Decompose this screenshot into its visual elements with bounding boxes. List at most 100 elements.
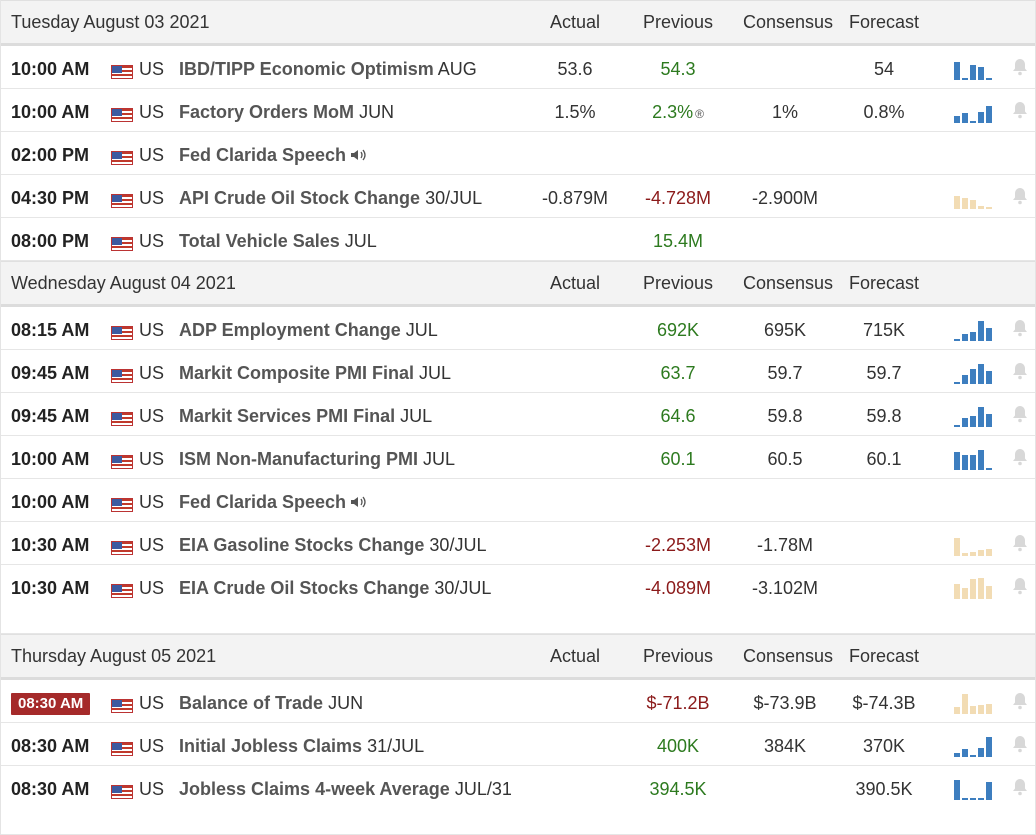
mini-chart[interactable] (941, 565, 1005, 599)
event-name-cell[interactable]: EIA Gasoline Stocks Change 30/JUL (179, 522, 537, 556)
mini-chart[interactable] (941, 680, 1005, 714)
mini-chart[interactable] (941, 89, 1005, 123)
event-row[interactable]: 04:30 PM US API Crude Oil Stock Change 30/… (1, 175, 1035, 218)
event-name-cell[interactable]: Balance of Trade JUN (179, 680, 537, 714)
mini-chart-bar (970, 369, 976, 384)
alert-bell-icon[interactable] (1005, 436, 1035, 471)
event-name[interactable]: EIA Crude Oil Stocks Change (179, 578, 430, 598)
event-period: JUL (423, 449, 456, 469)
mini-chart[interactable] (941, 393, 1005, 427)
mini-chart[interactable] (941, 766, 1005, 800)
event-row[interactable]: 08:30 AM US Balance of Trade JUN $-71.2B $-7… (1, 680, 1035, 723)
consensus-value: 1% (771, 102, 798, 122)
mini-chart[interactable] (941, 218, 1005, 252)
event-country: US (139, 535, 165, 555)
event-country: US (139, 102, 165, 122)
event-name[interactable]: Fed Clarida Speech (179, 492, 347, 512)
mini-chart[interactable] (941, 350, 1005, 384)
event-name[interactable]: EIA Gasoline Stocks Change (179, 535, 425, 555)
col-consensus-header: Consensus (743, 11, 834, 32)
event-name-cell[interactable]: EIA Crude Oil Stocks Change 30/JUL (179, 565, 537, 599)
previous-value: 400K (656, 736, 700, 756)
event-country: US (139, 736, 165, 756)
event-row[interactable]: 09:45 AM US Markit Composite PMI Final JUL… (1, 350, 1035, 393)
event-row[interactable]: 10:00 AM US Fed Clarida Speech (1, 479, 1035, 522)
event-name-cell[interactable]: IBD/TIPP Economic Optimism AUG (179, 46, 537, 80)
alert-bell-icon[interactable] (1005, 766, 1035, 801)
mini-chart[interactable] (941, 175, 1005, 209)
event-name[interactable]: ADP Employment Change (179, 320, 401, 340)
mini-chart[interactable] (941, 436, 1005, 470)
alert-bell-icon[interactable] (1005, 723, 1035, 758)
event-name-cell[interactable]: ADP Employment Change JUL (179, 307, 537, 341)
event-row[interactable]: 10:00 AM US Factory Orders MoM JUN 1.5% 2.3%… (1, 89, 1035, 132)
event-row[interactable]: 09:45 AM US Markit Services PMI Final JUL 6… (1, 393, 1035, 436)
event-name-cell[interactable]: Factory Orders MoM JUN (179, 89, 537, 123)
previous-value: 54.3 (660, 59, 696, 79)
mini-chart[interactable] (941, 479, 1005, 513)
event-name-cell[interactable]: Initial Jobless Claims 31/JUL (179, 723, 537, 757)
mini-chart-bar (962, 694, 968, 714)
event-name-cell[interactable]: Fed Clarida Speech (179, 132, 537, 167)
event-name[interactable]: Initial Jobless Claims (179, 736, 363, 756)
event-name-cell[interactable]: ISM Non-Manufacturing PMI JUL (179, 436, 537, 470)
mini-chart-bar (970, 200, 976, 209)
event-name[interactable]: Factory Orders MoM (179, 102, 355, 122)
event-name-cell[interactable]: Fed Clarida Speech (179, 479, 537, 514)
event-row[interactable]: 02:00 PM US Fed Clarida Speech (1, 132, 1035, 175)
alert-bell-icon[interactable] (1005, 46, 1035, 81)
event-row[interactable]: 08:30 AM US Initial Jobless Claims 31/JUL 4… (1, 723, 1035, 766)
alert-bell-icon[interactable] (1005, 479, 1035, 491)
event-row[interactable]: 10:30 AM US EIA Crude Oil Stocks Change 30… (1, 565, 1035, 634)
event-name-cell[interactable]: Jobless Claims 4-week Average JUL/31 (179, 766, 537, 800)
consensus-value (743, 132, 827, 144)
event-name[interactable]: Fed Clarida Speech (179, 145, 347, 165)
consensus-value: 60.5 (767, 449, 803, 469)
col-actual-header: Actual (549, 645, 601, 666)
event-name-cell[interactable]: API Crude Oil Stock Change 30/JUL (179, 175, 537, 209)
event-name-cell[interactable]: Total Vehicle Sales JUL (179, 218, 537, 252)
alert-bell-icon[interactable] (1005, 132, 1035, 144)
alert-bell-icon[interactable] (1005, 393, 1035, 428)
alert-bell-icon[interactable] (1005, 565, 1035, 600)
us-flag-icon (111, 455, 133, 469)
alert-bell-icon[interactable] (1005, 350, 1035, 385)
actual-value (537, 522, 613, 534)
event-name[interactable]: Markit Services PMI Final (179, 406, 396, 426)
event-name[interactable]: IBD/TIPP Economic Optimism (179, 59, 434, 79)
event-name-cell[interactable]: Markit Services PMI Final JUL (179, 393, 537, 427)
event-row[interactable]: 10:00 AM US ISM Non-Manufacturing PMI JUL 6… (1, 436, 1035, 479)
mini-chart[interactable] (941, 132, 1005, 166)
alert-bell-icon[interactable] (1005, 680, 1035, 715)
event-name[interactable]: Markit Composite PMI Final (179, 363, 415, 383)
alert-bell-icon[interactable] (1005, 522, 1035, 557)
event-name-cell[interactable]: Markit Composite PMI Final JUL (179, 350, 537, 384)
alert-bell-icon[interactable] (1005, 175, 1035, 210)
mini-chart[interactable] (941, 723, 1005, 757)
event-name[interactable]: Total Vehicle Sales (179, 231, 340, 251)
event-row[interactable]: 08:00 PM US Total Vehicle Sales JUL 15.4M (1, 218, 1035, 261)
alert-bell-icon[interactable] (1005, 307, 1035, 342)
event-name[interactable]: API Crude Oil Stock Change (179, 188, 421, 208)
mini-chart-bar (962, 749, 968, 757)
event-row[interactable]: 08:30 AM US Jobless Claims 4-week Average … (1, 766, 1035, 835)
event-row[interactable]: 10:30 AM US EIA Gasoline Stocks Change 30/… (1, 522, 1035, 565)
actual-value: 1.5% (554, 102, 596, 122)
mini-chart[interactable] (941, 46, 1005, 80)
mini-chart-bar (954, 382, 960, 384)
event-time: 09:45 AM (11, 406, 90, 426)
event-name[interactable]: Balance of Trade (179, 693, 324, 713)
event-row[interactable]: 10:00 AM US IBD/TIPP Economic Optimism AUG… (1, 46, 1035, 89)
col-previous-header: Previous (642, 272, 714, 293)
mini-chart[interactable] (941, 307, 1005, 341)
event-row[interactable]: 08:15 AM US ADP Employment Change JUL 692K 6… (1, 307, 1035, 350)
alert-bell-icon[interactable] (1005, 218, 1035, 230)
event-name[interactable]: Jobless Claims 4-week Average (179, 779, 450, 799)
event-country: US (139, 578, 165, 598)
previous-value (613, 132, 743, 144)
event-time: 10:00 AM (11, 449, 90, 469)
mini-chart-bar (970, 579, 976, 599)
event-name[interactable]: ISM Non-Manufacturing PMI (179, 449, 418, 469)
alert-bell-icon[interactable] (1005, 89, 1035, 124)
mini-chart[interactable] (941, 522, 1005, 556)
